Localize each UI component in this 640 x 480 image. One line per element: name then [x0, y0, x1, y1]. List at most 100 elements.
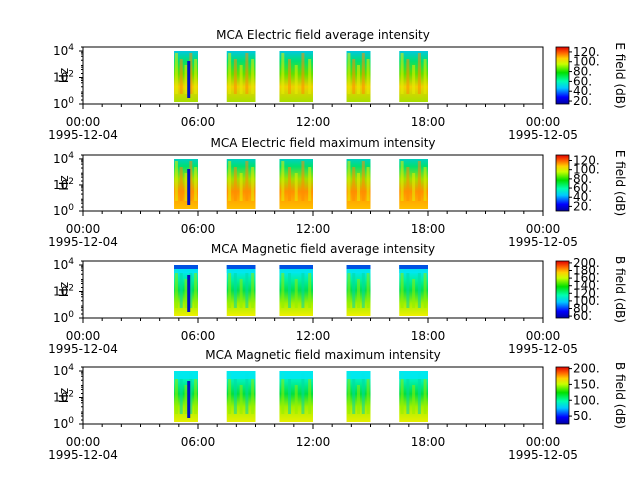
- colorbar-tick-label: 20.: [573, 94, 592, 108]
- y-tick-label: 100: [53, 416, 74, 431]
- spectrum-streak: [281, 161, 285, 201]
- spectrum-streak: [294, 65, 298, 94]
- spectrum-streak: [281, 373, 285, 414]
- y-axis-label: Hz: [57, 68, 71, 83]
- colorbar-gradient: [555, 260, 570, 319]
- spectrum-streak: [423, 167, 427, 201]
- spectrum-streak: [361, 373, 365, 414]
- spectrum-streak: [228, 161, 232, 201]
- data-block: [174, 371, 198, 422]
- colorbar-tick-label: 20.: [573, 199, 592, 213]
- panel-title: MCA Electric field maximum intensity: [210, 136, 435, 150]
- y-tick-label: 100: [53, 203, 74, 218]
- upper-band: [346, 371, 371, 379]
- x-tick-label: 12:00: [296, 329, 331, 343]
- spectrogram-panel: MCA Electric field maximum intensity 100 1…: [48, 136, 627, 249]
- y-axis-label: Hz: [57, 282, 71, 297]
- x-tick-date: 1995-12-05: [508, 235, 578, 249]
- spectrum-streak: [194, 379, 198, 414]
- data-block: [226, 51, 256, 102]
- low-intensity-streak: [187, 169, 191, 205]
- spectrum-streak: [352, 59, 356, 94]
- spectrum-streak: [406, 379, 410, 414]
- colorbar-tick-label: 120.: [573, 286, 600, 300]
- spectrum-streak: [194, 273, 198, 308]
- colorbar-tick-label: 40.: [573, 190, 592, 204]
- spectrum-streak: [174, 53, 178, 94]
- y-tick-label: 102: [53, 283, 74, 298]
- spectrum-streak: [423, 379, 427, 414]
- spectrum-streak: [361, 267, 365, 308]
- data-block: [399, 159, 428, 209]
- panel-title: MCA Magnetic field maximum intensity: [205, 348, 441, 362]
- upper-band: [279, 371, 313, 379]
- spectrogram-panel: MCA Electric field average intensity 100 1…: [48, 28, 627, 142]
- x-tick-label: 06:00: [181, 115, 216, 129]
- colorbar-tick-label: 200.: [573, 256, 600, 270]
- x-tick-label: 00:00: [526, 115, 561, 129]
- spectrum-streak: [233, 167, 237, 201]
- spectrum-streak: [288, 167, 292, 201]
- x-tick-label: 18:00: [411, 115, 446, 129]
- spectrum-streak: [308, 59, 312, 94]
- spectrum-streak: [245, 53, 249, 94]
- spectrum-streak: [301, 53, 305, 94]
- spectrum-streak: [347, 53, 351, 94]
- x-tick-label: 06:00: [181, 435, 216, 449]
- spectrum-streak: [412, 65, 416, 94]
- x-tick-date: 1995-12-04: [48, 448, 118, 462]
- data-block: [399, 371, 428, 422]
- colorbar: 60.80.100.120.140.160.180.200. B field (d…: [555, 256, 627, 323]
- spectrum-streak: [179, 273, 183, 308]
- spectrum-streak: [233, 273, 237, 308]
- colorbar: 20.40.60.80.100.120. E field (dB): [555, 150, 627, 216]
- y-tick-label: 104: [53, 363, 74, 378]
- spectrum-streak: [174, 161, 178, 201]
- spectrum-streak: [228, 267, 232, 308]
- spectrum-streak: [361, 53, 365, 94]
- y-axis-label: Hz: [57, 388, 71, 403]
- colorbar-tick-label: 180.: [573, 264, 600, 278]
- data-block: [279, 159, 313, 209]
- data-block: [226, 371, 256, 422]
- colorbar-tick-label: 120.: [573, 154, 600, 168]
- colorbar-tick-label: 80.: [573, 302, 592, 316]
- data-block: [174, 159, 198, 209]
- spectrum-streak: [308, 167, 312, 201]
- x-tick-label: 12:00: [296, 435, 331, 449]
- x-tick-label: 06:00: [181, 222, 216, 236]
- y-tick-label: 104: [53, 151, 74, 166]
- spectrum-streak: [233, 379, 237, 414]
- spectrum-streak: [294, 173, 298, 201]
- spectrum-streak: [361, 161, 365, 201]
- spectrum-streak: [352, 379, 356, 414]
- colorbar-label: B field (dB): [613, 256, 627, 323]
- spectrum-streak: [417, 53, 421, 94]
- colorbar-tick-label: 160.: [573, 271, 600, 285]
- x-tick-label: 12:00: [296, 115, 331, 129]
- x-tick-date: 1995-12-05: [508, 342, 578, 356]
- x-tick-label: 00:00: [66, 435, 101, 449]
- spectrum-streak: [400, 53, 404, 94]
- colorbar: 50. 100. 150.200. B field (dB): [555, 362, 627, 429]
- x-tick-label: 12:00: [296, 222, 331, 236]
- spectrum-streak: [251, 273, 255, 308]
- colorbar-gradient: [555, 46, 570, 105]
- spectrum-streak: [294, 385, 298, 414]
- spectrum-streak: [239, 65, 243, 94]
- spectrum-streak: [308, 273, 312, 308]
- data-block: [346, 51, 371, 102]
- data-block: [346, 159, 371, 209]
- y-tick-label: 104: [53, 257, 74, 272]
- data-block: [174, 265, 198, 316]
- colorbar-label: E field (dB): [613, 150, 627, 216]
- spectrum-streak: [301, 161, 305, 201]
- spectrum-streak: [400, 267, 404, 308]
- x-tick-label: 00:00: [526, 329, 561, 343]
- spectrum-streak: [281, 53, 285, 94]
- spectrum-streak: [184, 279, 188, 308]
- colorbar-label: E field (dB): [613, 42, 627, 108]
- colorbar-label: B field (dB): [613, 362, 627, 429]
- spectrum-streak: [239, 385, 243, 414]
